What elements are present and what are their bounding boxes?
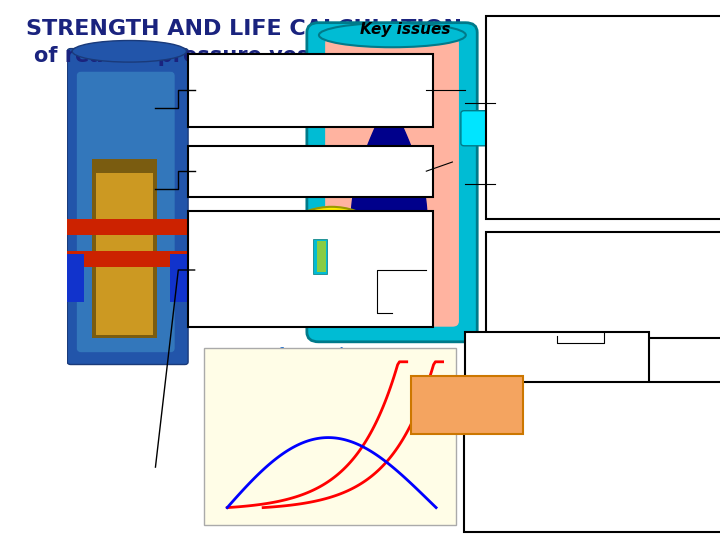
Text: JC: JC [673,477,681,486]
FancyBboxPatch shape [66,219,198,235]
Text: - calculation of SIF K: - calculation of SIF K [479,452,590,462]
Text: (actual and hypothetical): (actual and hypothetical) [491,366,623,376]
Text: Safety requirements: Safety requirements [262,347,399,360]
FancyBboxPatch shape [307,23,477,342]
FancyBboxPatch shape [464,382,720,532]
FancyBboxPatch shape [312,239,327,274]
FancyBboxPatch shape [76,71,175,353]
Text: J: J [438,404,441,414]
FancyBboxPatch shape [66,251,198,267]
FancyBboxPatch shape [411,376,523,434]
FancyBboxPatch shape [325,38,459,327]
Text: Residual stresses: Residual stresses [250,165,371,178]
Text: Conditions of in-
service
thermomechanical
loading,
specifically in
emergency ev: Conditions of in- service thermomechanic… [554,66,655,138]
Text: J: J [681,458,683,467]
Text: of reactor pressure vessels of NPPs: of reactor pressure vessels of NPPs [34,46,454,66]
FancyBboxPatch shape [96,173,153,335]
Text: JC: JC [505,404,514,414]
FancyBboxPatch shape [188,211,433,327]
Text: Defects: Defects [530,345,583,357]
Text: Neutron fluence in pressure
vessel wall Φ(x, y, z): Neutron fluence in pressure vessel wall … [219,78,401,101]
Text: Loading
parameter Kⱼ: Loading parameter Kⱼ [384,429,433,449]
FancyBboxPatch shape [465,332,649,385]
Text: TEMPERATURE (°C): TEMPERATURE (°C) [290,510,370,519]
FancyBboxPatch shape [486,232,720,338]
Text: Key issues: Key issues [359,22,450,37]
FancyBboxPatch shape [68,254,84,302]
FancyBboxPatch shape [188,54,433,127]
FancyBboxPatch shape [486,16,720,219]
Text: Stress state,: Stress state, [559,242,649,255]
Text: – thermal shock: – thermal shock [552,191,657,204]
FancyBboxPatch shape [188,146,433,197]
Text: Transition temperature
shift due to irradiation: Transition temperature shift due to irra… [237,395,317,408]
Text: Mechanical properties: Mechanical properties [235,238,385,251]
Ellipse shape [319,23,466,47]
FancyBboxPatch shape [92,159,158,338]
Text: STRENGTH AND LIFE CALCULATION: STRENGTH AND LIFE CALCULATION [25,19,462,39]
Text: temperature fields,
thermal hydraulics,: temperature fields, thermal hydraulics, [550,273,659,296]
FancyBboxPatch shape [461,111,492,146]
FancyBboxPatch shape [204,348,456,525]
Polygon shape [327,244,369,271]
Text: < K: < K [439,394,485,413]
FancyBboxPatch shape [171,254,186,302]
Text: of base metal,
welds, cladding
and their in-service
degradation: of base metal, welds, cladding and their… [243,251,377,300]
Circle shape [271,207,392,306]
Text: Strength of RPVs with cracks: Strength of RPVs with cracks [496,396,690,409]
Ellipse shape [72,40,186,62]
Text: Safety margin: Safety margin [273,492,322,499]
Text: K: K [420,394,435,413]
Polygon shape [351,107,427,307]
Text: - fracture toughness K: - fracture toughness K [479,471,600,481]
FancyBboxPatch shape [317,241,325,272]
Text: - limit state criteria;: - limit state criteria; [479,415,587,425]
Text: Fracture
toughness KⱼC: Fracture toughness KⱼC [229,368,283,388]
Text: - postulation of cracks: - postulation of cracks [479,434,600,443]
FancyBboxPatch shape [68,49,188,365]
